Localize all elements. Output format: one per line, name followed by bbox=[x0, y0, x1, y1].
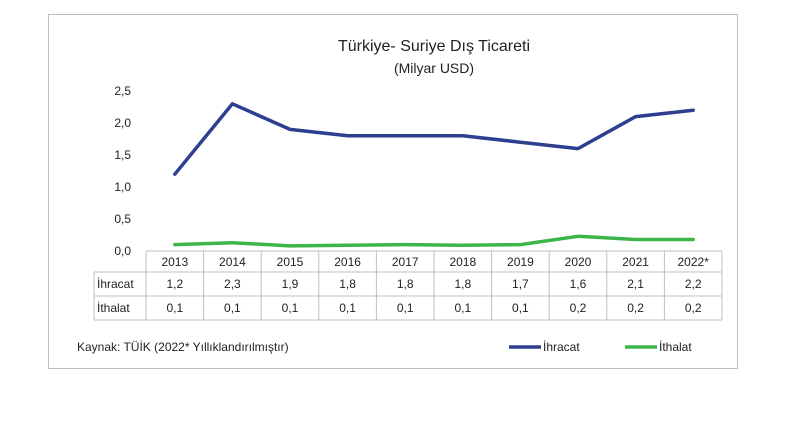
x-tick-label: 2019 bbox=[507, 255, 534, 269]
series-line-1 bbox=[173, 234, 695, 248]
x-tick-label: 2013 bbox=[161, 255, 188, 269]
table-cell: 0,1 bbox=[397, 301, 414, 315]
table-row-label: İhracat bbox=[97, 277, 134, 291]
table-cell: 0,1 bbox=[339, 301, 356, 315]
y-axis: 0,0 0,5 1,0 1,5 2,0 2,5 bbox=[114, 84, 131, 258]
table-cell: 1,8 bbox=[454, 277, 471, 291]
legend: İhracat İthalat bbox=[509, 340, 692, 354]
x-tick-label: 2014 bbox=[219, 255, 246, 269]
chart-subtitle: (Milyar USD) bbox=[394, 60, 474, 76]
table-cell: 0,1 bbox=[224, 301, 241, 315]
table-cell: 1,8 bbox=[339, 277, 356, 291]
table-cell: 0,1 bbox=[454, 301, 471, 315]
table-cell: 0,2 bbox=[627, 301, 644, 315]
table-cell: 0,1 bbox=[282, 301, 299, 315]
x-tick-label: 2016 bbox=[334, 255, 361, 269]
series-line-0 bbox=[173, 102, 695, 176]
legend-label-ithalat: İthalat bbox=[659, 340, 692, 354]
table-cell: 1,7 bbox=[512, 277, 529, 291]
table-cell: 2,2 bbox=[685, 277, 702, 291]
table-cell: 1,6 bbox=[570, 277, 587, 291]
series-lines bbox=[173, 102, 695, 248]
x-tick-label: 2022* bbox=[678, 255, 710, 269]
y-tick-label: 2,5 bbox=[114, 84, 131, 98]
y-tick-label: 0,5 bbox=[114, 212, 131, 226]
table-cell: 0,2 bbox=[685, 301, 702, 315]
y-tick-label: 1,0 bbox=[114, 180, 131, 194]
table-cell: 0,1 bbox=[512, 301, 529, 315]
x-tick-label: 2018 bbox=[449, 255, 476, 269]
table-cell: 0,1 bbox=[166, 301, 183, 315]
table-cell: 1,2 bbox=[166, 277, 183, 291]
source-note: Kaynak: TÜİK (2022* Yıllıklandırılmıştır… bbox=[77, 340, 289, 354]
x-tick-label: 2017 bbox=[392, 255, 419, 269]
legend-label-ihracat: İhracat bbox=[543, 340, 580, 354]
table-cell: 2,3 bbox=[224, 277, 241, 291]
line-chart: Türkiye- Suriye Dış Ticareti (Milyar USD… bbox=[77, 38, 723, 354]
x-tick-label: 2021 bbox=[622, 255, 649, 269]
chart-title: Türkiye- Suriye Dış Ticareti bbox=[338, 38, 530, 55]
y-tick-label: 2,0 bbox=[114, 116, 131, 130]
table-cell: 1,8 bbox=[397, 277, 414, 291]
chart-frame: Türkiye- Suriye Dış Ticareti (Milyar USD… bbox=[48, 14, 738, 369]
x-tick-label: 2020 bbox=[565, 255, 592, 269]
table-cell: 1,9 bbox=[282, 277, 299, 291]
table-row-label: İthalat bbox=[97, 301, 130, 315]
x-tick-label: 2015 bbox=[277, 255, 304, 269]
table-cell: 2,1 bbox=[627, 277, 644, 291]
table-cell: 0,2 bbox=[570, 301, 587, 315]
y-tick-label: 0,0 bbox=[114, 244, 131, 258]
data-table: 2013 2014 2015 2016 2017 2018 2019 2020 2021 2022… bbox=[93, 250, 723, 321]
y-tick-label: 1,5 bbox=[114, 148, 131, 162]
